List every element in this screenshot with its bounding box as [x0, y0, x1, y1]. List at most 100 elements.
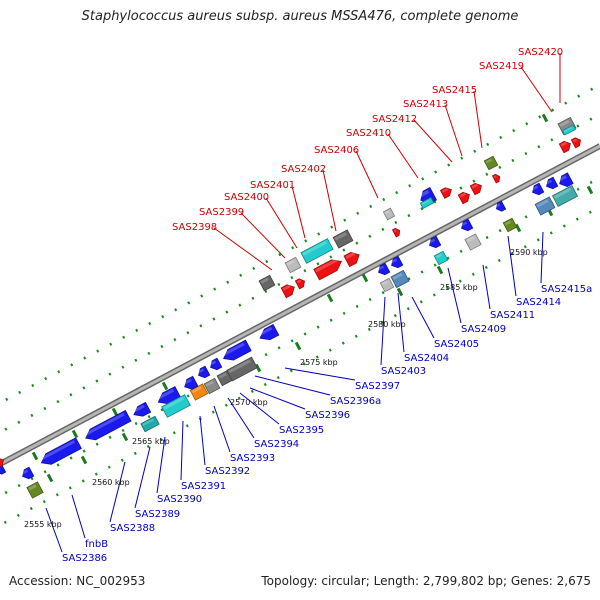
- gene-highlight: [428, 238, 436, 244]
- strand-dot: [445, 286, 449, 290]
- strand-dot: [159, 438, 163, 442]
- gene-feature: [378, 262, 391, 276]
- strand-dot: [393, 313, 397, 318]
- strand-dot: [564, 101, 568, 105]
- strand-dot: [252, 266, 256, 271]
- gene-feature: [469, 182, 482, 196]
- gene-feature: [85, 409, 132, 441]
- strand-dot: [148, 321, 152, 326]
- strand-dot: [459, 186, 463, 190]
- gene-highlight: [191, 386, 202, 394]
- gene-label: SAS2391: [181, 481, 226, 492]
- label-leader: [284, 367, 356, 381]
- gene-highlight: [21, 469, 29, 475]
- strand-dot: [5, 397, 9, 401]
- strand-dot: [239, 273, 243, 277]
- gene-label: SAS2398: [172, 222, 217, 233]
- label-leader: [447, 267, 462, 324]
- gene-highlight: [334, 232, 347, 241]
- gene-feature: [284, 256, 302, 274]
- strand-dot: [186, 331, 190, 335]
- gene-highlight: [563, 127, 572, 133]
- strand-dot: [343, 218, 347, 222]
- label-leader: [213, 405, 231, 453]
- strand-dot: [316, 262, 320, 266]
- strand-dot: [511, 158, 515, 163]
- strand-dot: [291, 246, 295, 250]
- strand-dot: [356, 211, 360, 215]
- gene-feature: [223, 339, 252, 361]
- strand-dot: [341, 341, 345, 345]
- strand-dot: [498, 165, 502, 169]
- strand-dot: [329, 318, 333, 322]
- strand-dot: [589, 117, 593, 121]
- gene-feature: [40, 437, 82, 465]
- gene-feature: [496, 200, 507, 212]
- label-leader: [240, 212, 286, 259]
- strand-dot: [328, 348, 332, 352]
- gene-feature: [561, 124, 577, 136]
- tick-labels: 2555 kbp 2560 kbp 2565 kbp 2570 kbp 2575 kbp…: [24, 248, 548, 529]
- gene-feature: [26, 481, 44, 499]
- strand-dot: [408, 184, 412, 188]
- strand-dot: [213, 287, 217, 291]
- strand-dot: [4, 427, 8, 431]
- strand-dot: [406, 307, 410, 311]
- strand-dot: [472, 179, 476, 183]
- strand-dot: [160, 344, 164, 349]
- major-tick: [436, 265, 444, 275]
- gene-feature: [226, 356, 258, 382]
- gene-feature: [22, 466, 35, 480]
- gene-feature: [461, 218, 474, 232]
- gene-highlight: [421, 199, 430, 205]
- strand-dot: [134, 421, 138, 426]
- strand-dot: [420, 270, 424, 274]
- label-leaders: [45, 53, 561, 553]
- gene-highlight: [545, 179, 553, 185]
- strand-dot: [354, 334, 358, 338]
- gene-highlight: [39, 440, 75, 461]
- gene-label: SAS2397: [355, 381, 400, 392]
- strand-dot: [265, 259, 269, 264]
- gene-highlight: [209, 360, 217, 366]
- gene-feature: [184, 375, 199, 390]
- strand-dot: [524, 151, 528, 156]
- map-title: Staphylococcus aureus subsp. aureus MSSA…: [81, 9, 519, 24]
- gene-label: SAS2420: [518, 47, 563, 58]
- strand-dot: [109, 342, 113, 346]
- strand-dot: [576, 124, 580, 128]
- gene-highlight: [315, 258, 338, 273]
- gene-highlight: [460, 221, 468, 227]
- strand-dot: [512, 129, 516, 133]
- strand-dot: [329, 255, 333, 259]
- gene-label: SAS2410: [346, 128, 391, 139]
- gene-feature: [259, 323, 280, 341]
- label-leader: [265, 197, 298, 249]
- gene-highlight: [258, 326, 273, 336]
- strand-dot: [395, 191, 399, 195]
- strand-dot: [342, 248, 346, 252]
- gene-highlight: [132, 404, 145, 413]
- strand-dot: [43, 406, 47, 411]
- strand-dot: [211, 410, 215, 414]
- gene-highlight: [392, 272, 403, 281]
- gene-feature: [491, 173, 501, 184]
- strand-dot: [83, 356, 87, 360]
- strand-dot: [70, 363, 74, 367]
- label-leader: [199, 415, 206, 466]
- strand-dot: [82, 386, 86, 390]
- gene-highlight: [495, 203, 501, 208]
- major-tick: [121, 432, 129, 442]
- major-tick: [361, 273, 369, 283]
- gene-highlight: [163, 396, 184, 410]
- gene-feature: [570, 137, 581, 149]
- gene-highlight: [381, 280, 389, 286]
- gene-highlight: [393, 229, 397, 233]
- strand-dot: [17, 420, 21, 424]
- label-leader: [45, 507, 63, 553]
- gene-label: SAS2390: [157, 494, 202, 505]
- gene-feature: [332, 229, 354, 249]
- gene-feature: [161, 394, 191, 418]
- strand-dot: [381, 291, 385, 295]
- label-leader: [322, 169, 337, 232]
